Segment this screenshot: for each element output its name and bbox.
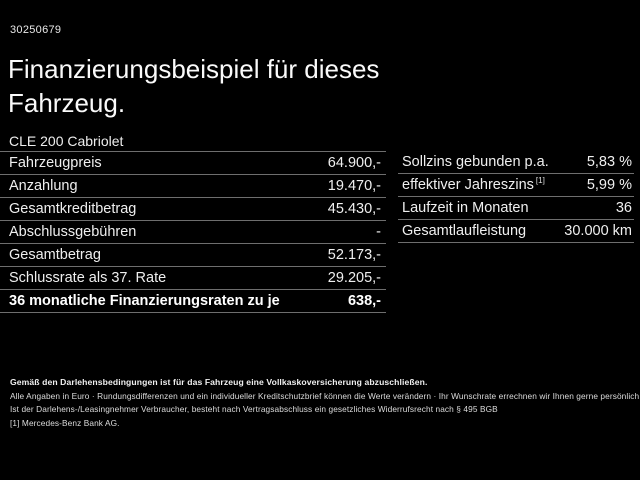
row-label: Gesamtlaufleistung [402, 223, 527, 239]
row-value: 64.900,- [327, 155, 381, 171]
conditions-table: Sollzins gebunden p.a. 5,83 % effektiver… [398, 151, 634, 243]
table-row-monthly-rate: 36 monatliche Finanzierungsraten zu je 6… [0, 290, 386, 313]
row-value: 30.000 km [564, 223, 632, 239]
row-value: 19.470,- [327, 178, 381, 194]
row-value: 52.173,- [327, 247, 381, 263]
table-row: Anzahlung 19.470,- [0, 175, 386, 198]
row-label: Fahrzeugpreis [9, 155, 102, 171]
table-row: effektiver Jahreszins [1] 5,99 % [398, 174, 634, 197]
row-value: 5,99 % [586, 177, 632, 193]
table-row: Abschlussgebühren - [0, 221, 386, 244]
table-row: Sollzins gebunden p.a. 5,83 % [398, 151, 634, 174]
row-value: 638,- [347, 293, 381, 309]
row-label: Gesamtbetrag [9, 247, 101, 263]
row-label: Anzahlung [9, 178, 78, 194]
row-label: effektiver Jahreszins [1] [402, 176, 545, 194]
row-value: 29.205,- [327, 270, 381, 286]
table-row: Gesamtkreditbetrag 45.430,- [0, 198, 386, 221]
financing-table: Fahrzeugpreis 64.900,- Anzahlung 19.470,… [0, 151, 386, 313]
row-label: Schlussrate als 37. Rate [9, 270, 167, 286]
table-row: Schlussrate als 37. Rate 29.205,- [0, 267, 386, 290]
row-value: 36 [615, 200, 632, 216]
row-label: 36 monatliche Finanzierungsraten zu je [9, 293, 280, 309]
row-value: 5,83 % [586, 154, 632, 170]
table-row: Gesamtbetrag 52.173,- [0, 244, 386, 267]
row-label: Laufzeit in Monaten [402, 200, 529, 216]
row-value: 45.430,- [327, 201, 381, 217]
row-label: Abschlussgebühren [9, 224, 137, 240]
row-label: Gesamtkreditbetrag [9, 201, 137, 217]
insurance-note: Gemäß den Darlehensbedingungen ist für d… [10, 377, 428, 387]
document-id: 30250679 [10, 24, 62, 36]
disclaimer-line: Ist der Darlehens-/Leasingnehmer Verbrau… [10, 404, 498, 414]
row-label: Sollzins gebunden p.a. [402, 154, 549, 170]
footer-disclaimers: Gemäß den Darlehensbedingungen ist für d… [10, 376, 640, 430]
disclaimer-line: Alle Angaben in Euro · Rundungsdifferenz… [10, 390, 640, 401]
footnote-marker: [1] [535, 176, 545, 185]
page-title: Finanzierungsbeispiel für dieses Fahrzeu… [8, 54, 380, 118]
table-row: Laufzeit in Monaten 36 [398, 197, 634, 220]
footnote-mercedes-benz-bank: [1] Mercedes-Benz Bank AG. [10, 417, 120, 428]
table-row: Gesamtlaufleistung 30.000 km [398, 220, 634, 243]
row-value: - [376, 224, 381, 240]
vehicle-model: CLE 200 Cabriolet [9, 133, 124, 149]
table-row: Fahrzeugpreis 64.900,- [0, 152, 386, 175]
